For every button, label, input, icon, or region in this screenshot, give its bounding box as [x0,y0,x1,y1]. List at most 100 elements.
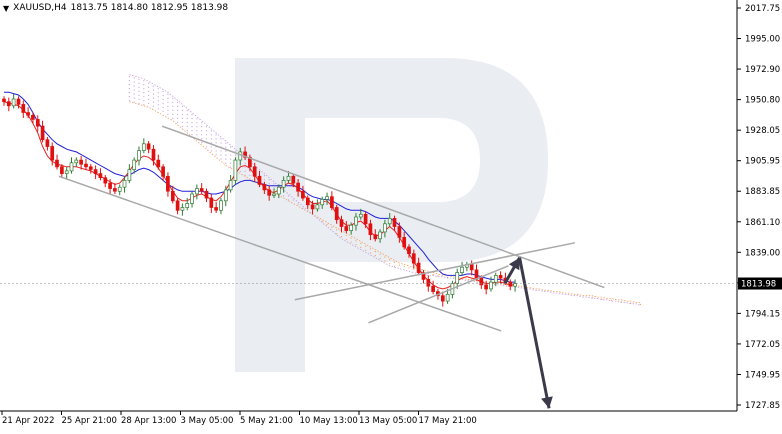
cloud-dot [225,154,227,156]
cloud-dot [220,142,222,144]
candle-body [440,295,445,302]
candle-body [421,272,426,280]
candle-body [64,170,69,174]
cloud-dot [369,252,371,254]
candle-body [513,283,517,287]
cloud-dot [143,92,145,94]
x-tick-label: 13 May 05:00 [359,416,417,426]
candle-body [161,166,165,177]
cloud-dot [157,104,159,106]
channel-lower [58,175,502,332]
cloud-dot [167,97,169,99]
ohlc-readout: 1813.75 1814.80 1812.95 1813.98 [70,3,229,13]
cloud-dot [336,233,338,235]
candle-body [233,159,238,181]
cloud-dot [167,109,169,111]
cloud-dot [143,88,145,90]
cloud-dot [249,174,251,176]
cloud-dot [133,77,135,79]
cloud-dot [181,109,183,111]
cloud-dot [167,93,169,95]
y-tick-label: 1839.00 [745,248,780,258]
cloud-dot [201,138,203,140]
y-tick-label: 1928.05 [745,126,780,136]
cloud-dot [230,158,232,160]
cloud-dot [205,138,208,140]
cloud-dot [138,102,140,104]
candle-body [402,237,407,248]
cloud-dot [157,96,159,98]
candle-body [26,112,30,116]
candle-body [132,159,137,170]
cloud-dot [244,170,246,172]
cloud-dot [191,122,193,124]
candle-body [137,150,141,161]
cloud-dot [230,146,232,148]
candle-body [103,177,108,184]
candle-body [108,182,112,189]
cloud-dot [432,274,434,276]
cloud-dot [181,105,183,107]
cloud-dot [148,82,150,84]
cloud-dot [234,150,236,152]
cloud-dot [186,117,188,120]
cloud-dot [138,82,140,84]
cloud-dot [138,78,140,80]
cloud-dot [268,179,270,181]
cloud-dot [350,241,352,243]
channel-upper [161,125,605,289]
cloud-dot [196,126,198,128]
cloud-dot [220,150,222,152]
cloud-dot [186,125,188,128]
y-tick-label: 1905.95 [745,157,780,167]
candle-body [69,162,74,172]
cloud-dot [181,117,183,119]
cloud-dot [244,166,246,168]
cloud-dot [148,98,150,100]
cloud-dot [162,90,164,93]
cloud-dot [205,134,208,136]
candle-body [74,159,79,164]
current-price-label: 1813.98 [741,280,776,290]
cloud-dot [331,226,333,228]
triangle-down-icon[interactable]: ▼ [3,3,10,13]
candle-body [45,139,50,147]
cloud-dot [143,96,145,98]
cloud-dot [186,121,188,124]
cloud-dot [177,101,179,103]
candle-body [151,148,156,161]
cloud-dot [172,101,174,103]
x-tick-label: 21 Apr 2022 [2,416,55,426]
candle-body [305,197,310,206]
cloud-dot [403,265,405,268]
candle-body [55,159,59,168]
candle-body [392,218,397,227]
trendlines [58,125,605,332]
cloud-dot [205,126,208,128]
symbol-header[interactable]: ▼ XAUUSD,H4 1813.75 1814.80 1812.95 1813… [3,3,228,13]
candle-body [272,193,276,196]
cloud-dot [128,100,130,102]
y-tick-label: 1749.95 [745,370,780,380]
cloud-dot [162,106,164,109]
cloud-dot [138,94,140,96]
candle-body [248,156,252,168]
cloud-dot [234,154,236,156]
candle-body [84,163,88,168]
cloud-dot [196,130,198,132]
cloud-dot [210,130,212,132]
cloud-dot [287,199,290,201]
candle-body [195,188,199,195]
y-tick-label: 1727.85 [745,401,780,411]
cloud-dot [143,104,145,106]
candle-body [21,104,26,113]
cloud-dot [172,97,174,99]
current-price-box [738,277,782,290]
y-tick-label: 1995.00 [745,35,780,45]
candle-body [387,218,392,225]
candle-body [296,182,300,192]
cloud-dot [408,267,410,269]
cloud-dot [639,303,642,306]
cloud-dot [360,242,362,244]
